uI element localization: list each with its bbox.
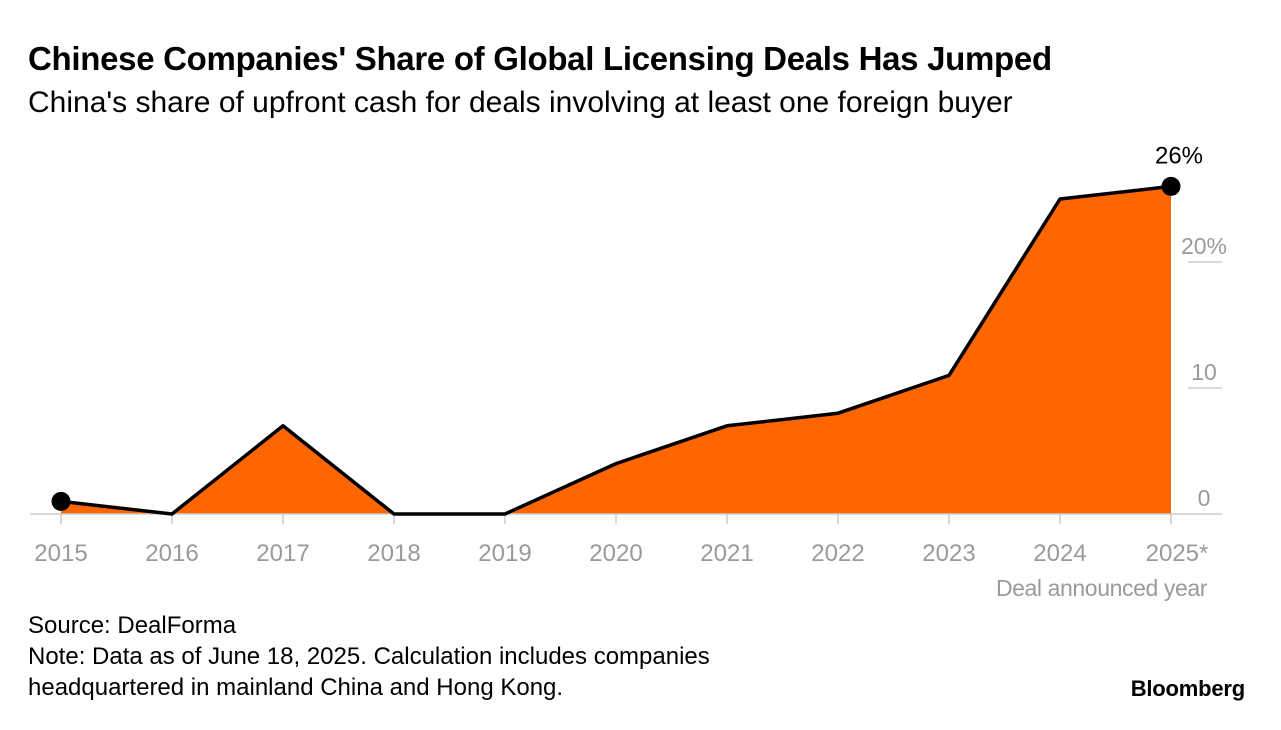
x-tick-label: 2022 — [811, 540, 864, 567]
series-line — [60, 184, 1172, 516]
source-note: Source: DealForma — [28, 612, 237, 639]
chart-footer: Source: DealForma Note: Data as of June … — [28, 610, 710, 703]
x-tick-label: 2025* — [1146, 540, 1209, 567]
bloomberg-logo: Bloomberg — [1130, 676, 1246, 701]
y-tick-label: 10 — [1191, 359, 1217, 385]
x-tick-label: 2024 — [1033, 540, 1086, 567]
data-note-line-1: Note: Data as of June 18, 2025. Calculat… — [28, 643, 710, 670]
x-tick-label: 2019 — [478, 540, 531, 567]
data-note-line-2: headquartered in mainland China and Hong… — [28, 674, 564, 701]
x-tick-label: 2017 — [256, 540, 309, 567]
x-tick-label: 2015 — [34, 540, 87, 567]
y-tick-label: 20% — [1181, 233, 1227, 259]
chart-title: Chinese Companies' Share of Global Licen… — [28, 40, 1052, 77]
y-tick-label: 0 — [1198, 485, 1211, 511]
endpoint-marker — [1161, 176, 1181, 196]
x-tick-label: 2023 — [922, 540, 975, 567]
x-axis-title: Deal announced year — [996, 575, 1208, 601]
x-tick-label: 2018 — [367, 540, 420, 567]
endpoint-marker — [51, 491, 71, 511]
x-tick-label: 2020 — [589, 540, 642, 567]
chart-subtitle: China's share of upfront cash for deals … — [28, 86, 1013, 119]
end-value-label: 26% — [1155, 142, 1203, 169]
x-tick-label: 2021 — [700, 540, 753, 567]
x-tick-label: 2016 — [145, 540, 198, 567]
area-fill — [61, 186, 1171, 514]
